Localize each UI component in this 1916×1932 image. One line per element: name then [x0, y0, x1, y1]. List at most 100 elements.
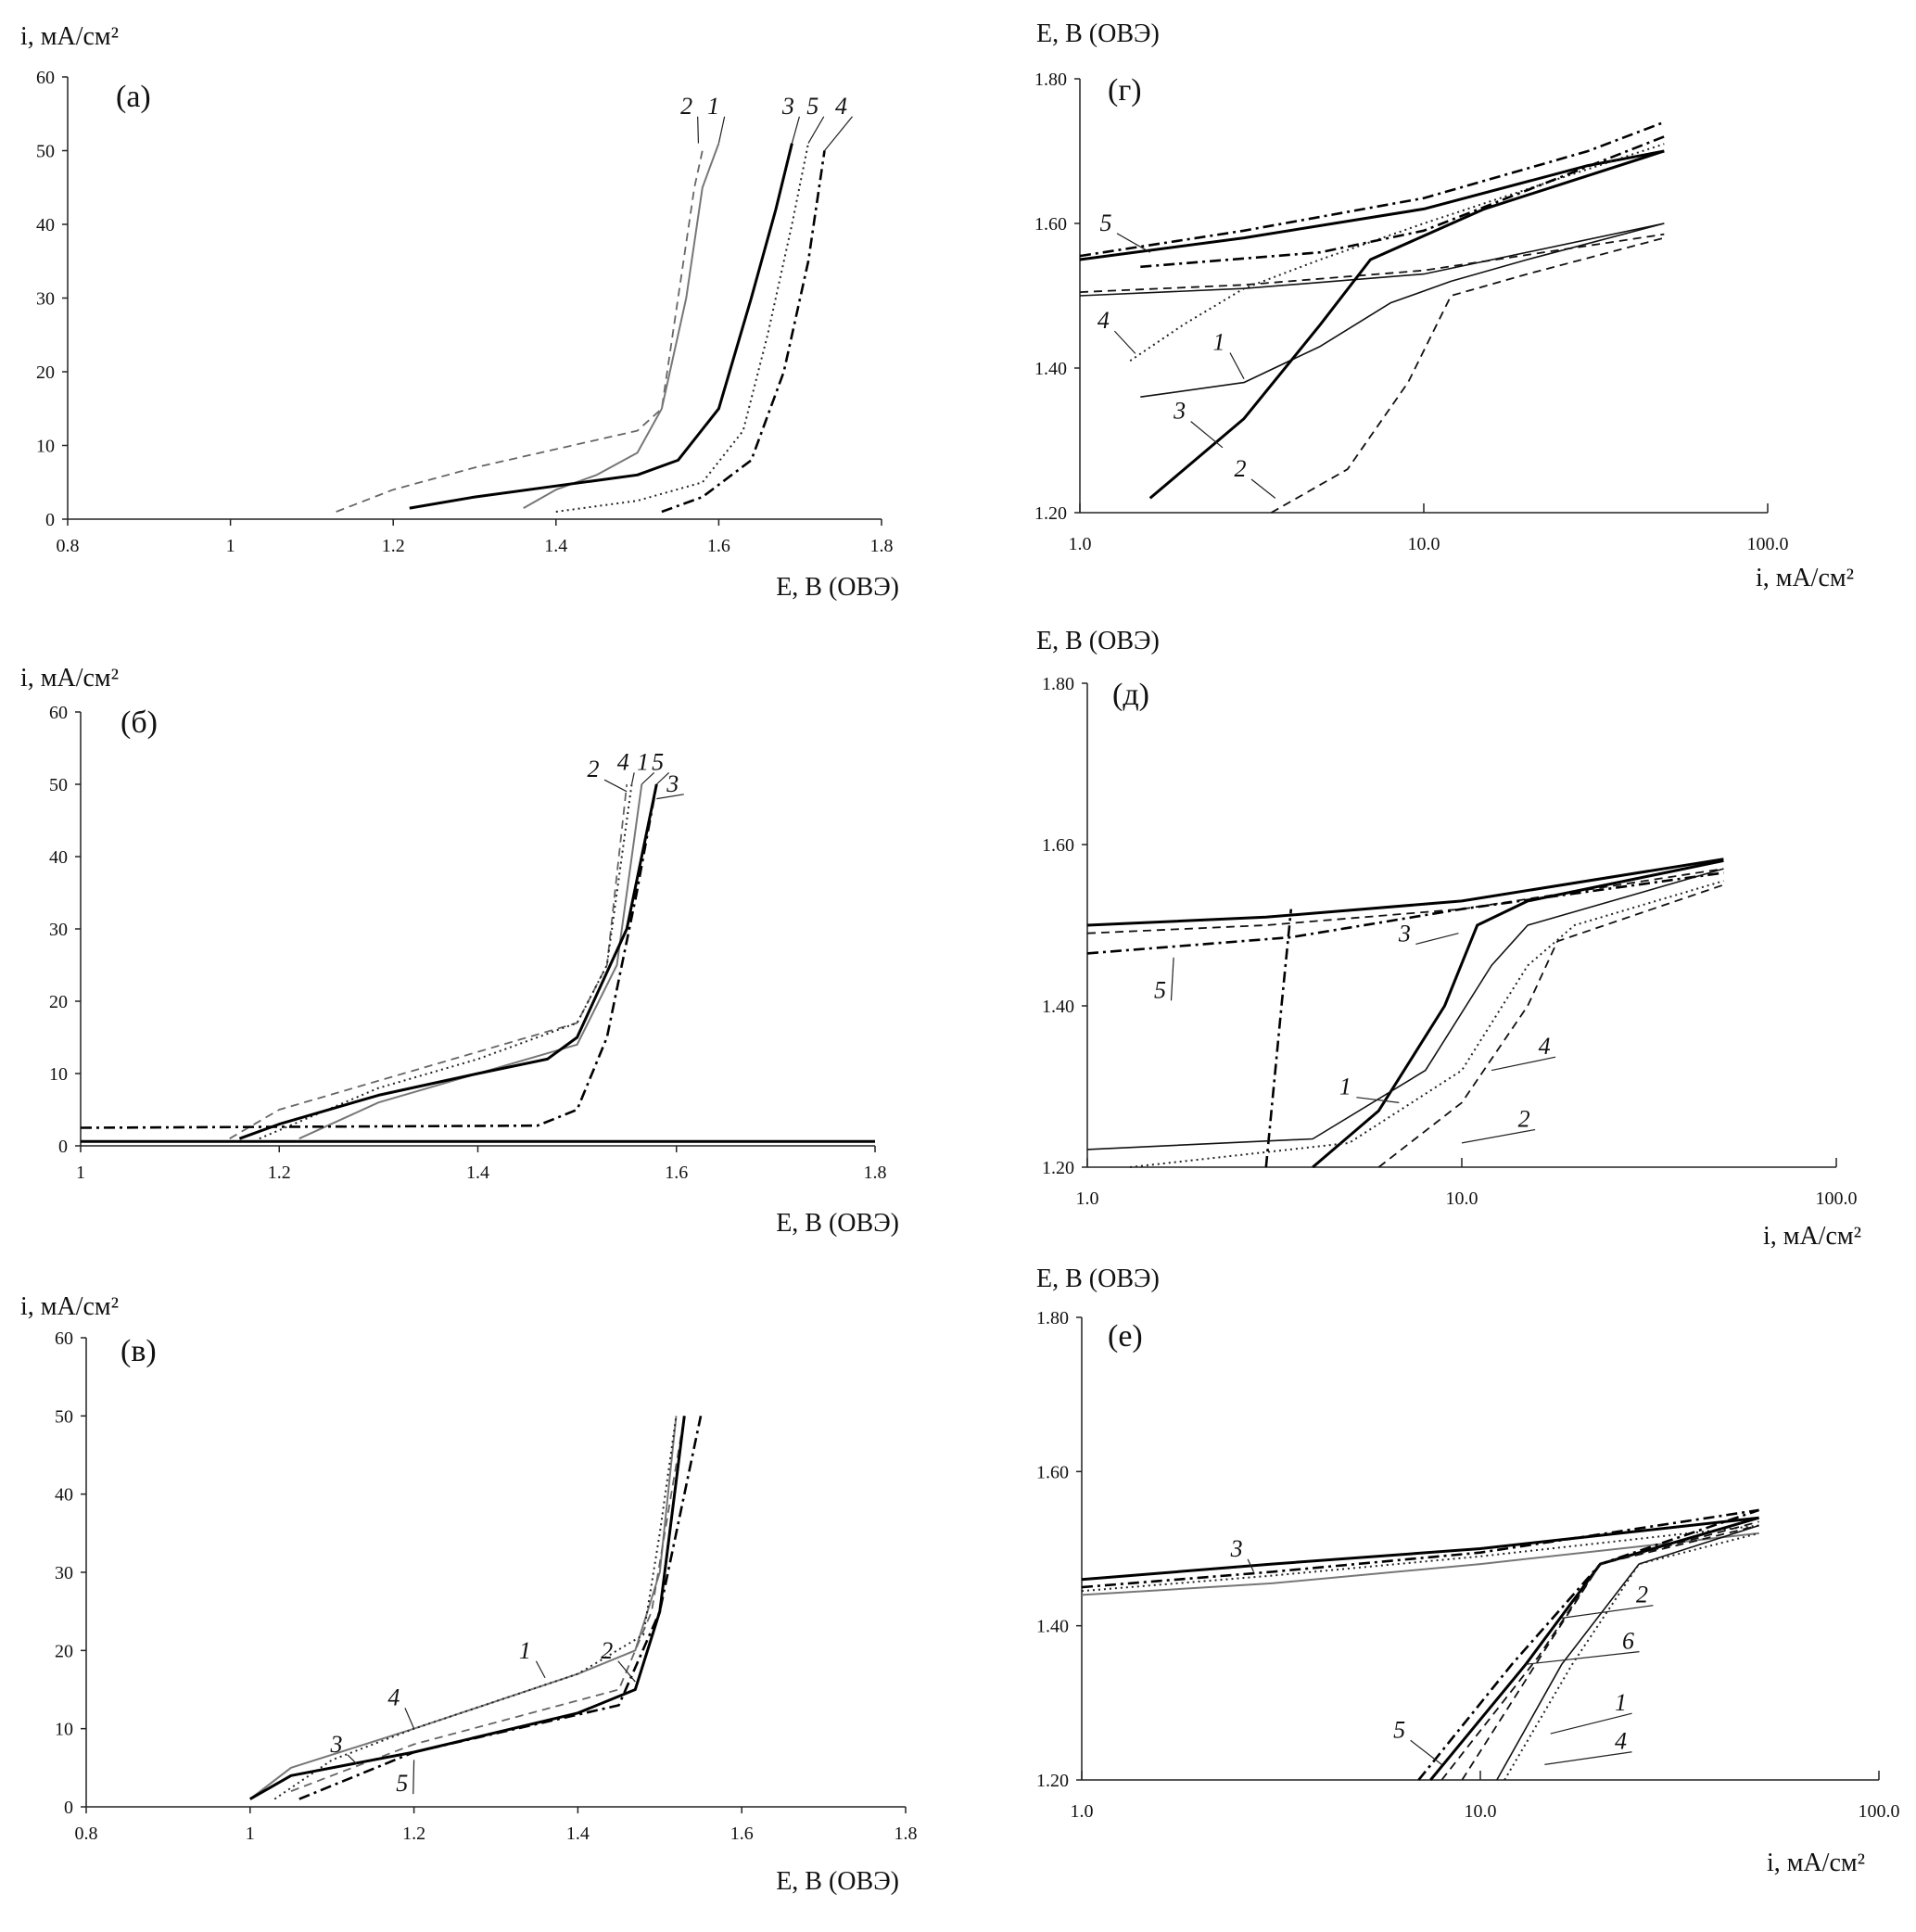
series-line-aux-1 — [1081, 1508, 1759, 1589]
x-tick-label: 1.4 — [466, 1163, 489, 1183]
curve-leader-line — [697, 116, 700, 144]
curve-number-label: 3 — [1173, 398, 1186, 425]
x-tick-label: 1 — [76, 1163, 85, 1183]
curve-leader-line — [1410, 1739, 1442, 1765]
x-tick-label: 10.0 — [1465, 1801, 1497, 1822]
curve-leader-line — [603, 779, 628, 793]
series-line-3 — [1312, 858, 1724, 1169]
curve-number-label: 1 — [1339, 1074, 1351, 1100]
curve-number-label: 2 — [601, 1637, 613, 1664]
y-tick-label: 0 — [64, 1798, 73, 1818]
x-tick-label: 1.0 — [1071, 1801, 1094, 1822]
series-line-4 — [1129, 880, 1724, 1168]
series-line-2 — [229, 783, 628, 1139]
y-tick-label: 20 — [36, 362, 55, 383]
x-tick-label: 1.8 — [864, 1163, 887, 1183]
y-tick-label: 1.60 — [1036, 1462, 1069, 1482]
curve-number-label: 1 — [707, 93, 719, 120]
curve-leader-line — [1461, 1128, 1536, 1144]
panel-label: (е) — [1108, 1319, 1143, 1354]
x-tick-label: 1.2 — [382, 536, 405, 556]
panel-label: (б) — [121, 705, 158, 740]
curve-number-label: 3 — [1398, 920, 1411, 947]
curve-leader-line — [1550, 1712, 1632, 1735]
x-axis-label: i, мА/см² — [1767, 1849, 1865, 1877]
curve-leader-line — [1415, 933, 1459, 945]
y-tick-label: 10 — [55, 1720, 73, 1740]
x-tick-label: 1.6 — [707, 536, 730, 556]
series-line-aux-5 — [1079, 233, 1665, 293]
x-tick-label: 0.8 — [57, 536, 80, 556]
curve-leader-line — [1170, 957, 1174, 1001]
y-tick-label: 40 — [36, 215, 55, 235]
series-line-5 — [80, 783, 658, 1129]
y-tick-label: 30 — [55, 1563, 73, 1583]
y-tick-label: 0 — [45, 510, 55, 530]
panel-label: (г) — [1108, 73, 1142, 108]
series-line-3 — [409, 143, 793, 510]
y-tick-label: 40 — [49, 847, 68, 868]
curve-leader-line — [617, 1660, 636, 1683]
curve-number-label: 5 — [396, 1770, 408, 1797]
series-line-5 — [1417, 1508, 1760, 1781]
curve-leader-line — [630, 772, 635, 785]
curve-leader-line — [656, 794, 684, 800]
x-tick-label: 1.2 — [268, 1163, 291, 1183]
y-axis-label: i, мА/см² — [20, 664, 119, 693]
curve-leader-line — [1561, 1605, 1654, 1619]
curve-leader-line — [1247, 1558, 1255, 1572]
curve-number-label: 4 — [835, 93, 847, 120]
x-tick-label: 1.2 — [402, 1824, 425, 1844]
series-line-2 — [336, 150, 704, 513]
x-tick-label: 1.8 — [870, 536, 894, 556]
curve-number-label: 3 — [330, 1731, 343, 1758]
series-line-4 — [661, 150, 826, 514]
y-tick-label: 50 — [49, 775, 68, 795]
series-line-2 — [1377, 883, 1724, 1168]
curve-leader-line — [412, 1760, 415, 1795]
curve-number-label: 1 — [1212, 329, 1224, 356]
series-line-1 — [1086, 868, 1724, 1150]
curve-leader-line — [1229, 352, 1245, 379]
y-tick-label: 20 — [55, 1641, 73, 1661]
y-tick-label: 1.80 — [1034, 70, 1067, 90]
curve-leader-line — [1190, 421, 1224, 449]
y-axis-label: E, В (ОВЭ) — [1036, 1265, 1160, 1293]
curve-number-label: 2 — [1636, 1582, 1648, 1608]
curve-leader-line — [641, 771, 655, 785]
y-tick-label: 1.20 — [1036, 1771, 1069, 1791]
x-tick-label: 1.6 — [665, 1163, 688, 1183]
curve-number-label: 5 — [1100, 210, 1112, 236]
curve-number-label: 3 — [666, 770, 679, 797]
series-line-3 — [1148, 149, 1665, 500]
series-line-aux-3 — [1081, 1532, 1759, 1596]
panel-label: (а) — [116, 80, 151, 114]
series-line-2 — [1270, 236, 1665, 514]
series-line-1 — [1496, 1524, 1759, 1781]
y-tick-label: 20 — [49, 992, 68, 1012]
curve-number-label: 5 — [1393, 1716, 1405, 1743]
curve-number-label: 6 — [1622, 1628, 1634, 1655]
x-tick-label: 100.0 — [1747, 534, 1789, 554]
series-line-1 — [523, 143, 720, 509]
curve-number-label: 4 — [1098, 307, 1110, 334]
series-line-aux-0 — [1086, 858, 1724, 927]
series-line-1 — [298, 783, 643, 1140]
series-line-4 — [273, 1416, 678, 1800]
y-tick-label: 1.20 — [1042, 1158, 1074, 1178]
x-tick-label: 100.0 — [1859, 1801, 1900, 1822]
y-tick-label: 50 — [36, 142, 55, 162]
series-line-4 — [1129, 143, 1665, 362]
y-tick-label: 1.80 — [1042, 674, 1074, 694]
series-line-2 — [1461, 1524, 1759, 1781]
x-tick-label: 1 — [246, 1824, 255, 1844]
y-tick-label: 1.40 — [1036, 1617, 1069, 1637]
x-axis-label: E, В (ОВЭ) — [776, 1209, 899, 1238]
y-axis-label: E, В (ОВЭ) — [1036, 627, 1160, 655]
curve-number-label: 5 — [1154, 976, 1166, 1003]
curve-leader-line — [1491, 1056, 1556, 1072]
y-tick-label: 0 — [58, 1137, 68, 1157]
curve-leader-line — [717, 116, 726, 144]
curve-number-label: 1 — [1615, 1689, 1627, 1716]
x-axis-label: i, мА/см² — [1763, 1222, 1861, 1251]
